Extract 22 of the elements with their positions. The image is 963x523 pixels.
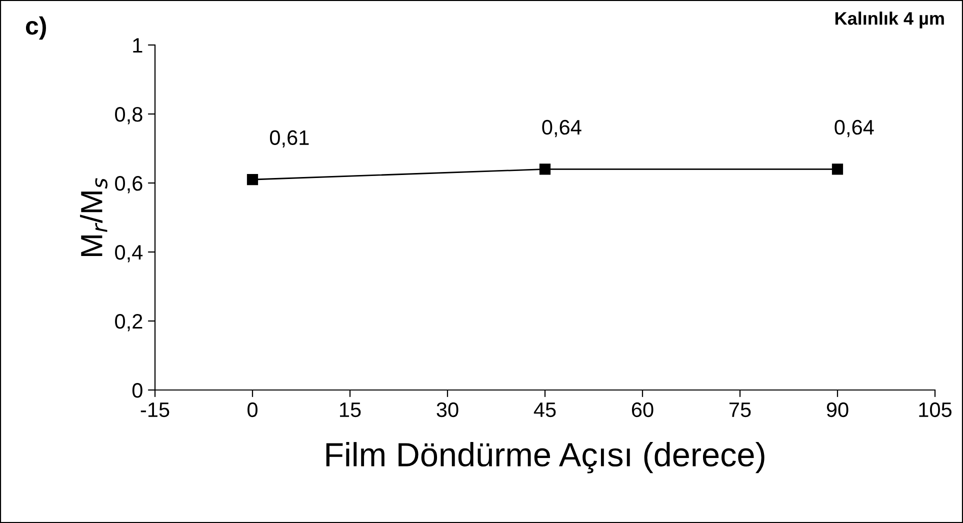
y-axis-title: M$_{r}$/M$_{s}$ [80, 178, 108, 256]
text: c) [26, 16, 46, 40]
y-tick-label: 0 [132, 383, 142, 398]
y-tick-label: 0,2 [115, 314, 142, 332]
x-tick-label: -15 [140, 402, 170, 418]
x-tick-label: 75 [729, 402, 751, 418]
x-tick-label: 30 [436, 402, 458, 418]
y-tick-label: 1 [133, 38, 142, 53]
x-tick-label: 105 [919, 402, 952, 418]
x-tick-label: 0 [248, 402, 258, 418]
x-axis-title: Film Döndürme Açısı (derece) [326, 442, 764, 474]
y-tick-label: 0,8 [115, 107, 142, 124]
y-tick-label: 0,6 [115, 176, 142, 194]
x-tick-label: 45 [534, 402, 556, 418]
x-tick-label: 60 [632, 402, 654, 418]
y-tick-label: 0,4 [115, 245, 143, 262]
data-label: 0,64 [834, 120, 874, 138]
text: Kalınlık 4 µm [835, 12, 944, 28]
x-tick-label: 15 [340, 402, 361, 418]
data-label: 0,64 [542, 120, 582, 138]
data-label: 0,61 [270, 130, 309, 148]
x-tick-label: 90 [826, 402, 848, 418]
